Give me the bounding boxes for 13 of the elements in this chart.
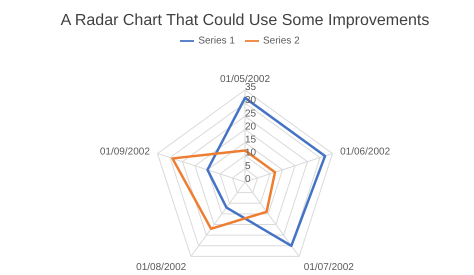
y-tick-label: 25: [245, 108, 257, 120]
spoke-label: 01/06/2002: [340, 146, 391, 158]
y-tick-label: 15: [245, 134, 257, 146]
chart-title: A Radar Chart That Could Use Some Improvements: [60, 12, 430, 30]
y-tick-label: 5: [245, 160, 251, 172]
spoke-label: 01/07/2002: [304, 262, 354, 273]
spoke-label: 01/08/2002: [136, 262, 187, 273]
y-tick-label: 35: [245, 82, 257, 93]
y-tick-label: 20: [245, 121, 257, 132]
legend-label: Series 2: [263, 36, 300, 47]
legend-label: Series 1: [198, 36, 235, 47]
y-tick-label: 0: [245, 174, 251, 185]
spoke-label: 01/09/2002: [100, 146, 150, 158]
